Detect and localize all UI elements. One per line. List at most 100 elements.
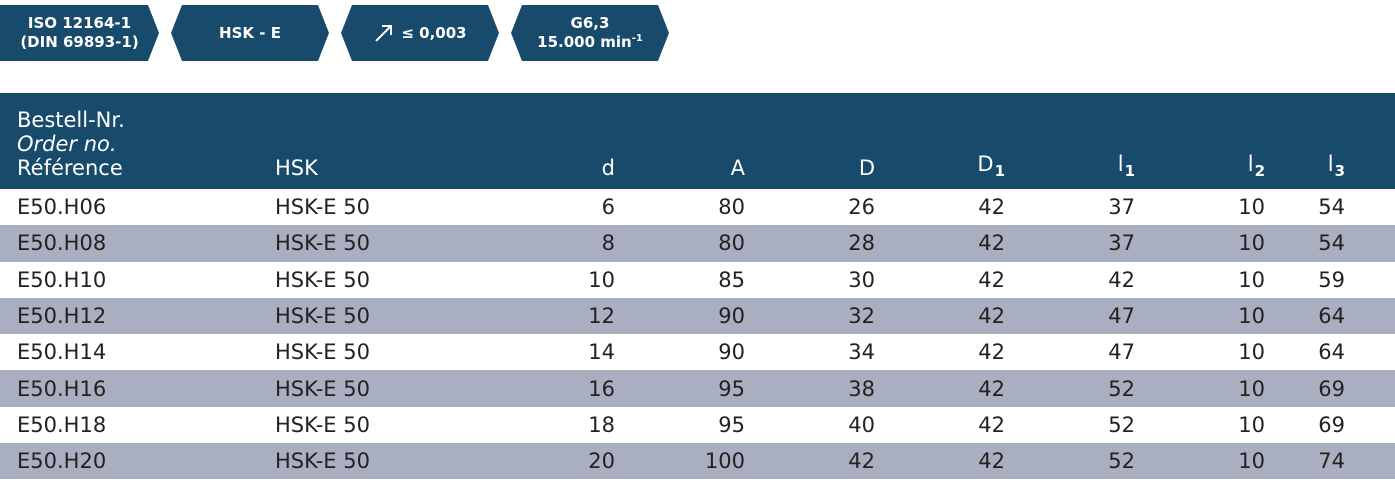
cell-l3: 54 — [1318, 195, 1345, 220]
cell-l3: 54 — [1318, 231, 1345, 256]
cell-order: E50.H12 — [17, 304, 107, 329]
table-row: E50.H06 HSK-E 50 6 80 26 42 37 10 54 — [0, 189, 1395, 225]
header-l3-text: l — [1327, 152, 1334, 176]
standard-badge: ISO 12164-1 (DIN 69893-1) — [0, 5, 159, 61]
cell-d1: 42 — [978, 304, 1005, 329]
cell-big-d: 30 — [848, 267, 875, 292]
header-hsk-text: HSK — [275, 156, 318, 180]
header-d1: D1 — [875, 93, 1005, 189]
cell-l3: 69 — [1318, 376, 1345, 401]
cell-l1: 47 — [1108, 340, 1135, 365]
cell-l2: 10 — [1238, 376, 1265, 401]
cell-a: 85 — [718, 267, 745, 292]
cell-hsk: HSK-E 50 — [275, 412, 370, 437]
cell-big-d: 26 — [848, 195, 875, 220]
cell-order: E50.H06 — [17, 195, 107, 220]
balance-speed-value: 15.000 min — [537, 33, 632, 51]
header-spacer — [1345, 93, 1395, 189]
cell-d: 10 — [588, 267, 615, 292]
table-row: E50.H14 HSK-E 50 14 90 34 42 47 10 64 — [0, 334, 1395, 370]
table-row: E50.H18 HSK-E 50 18 95 40 42 52 10 69 — [0, 407, 1395, 443]
header-a: A — [615, 93, 745, 189]
cell-hsk: HSK-E 50 — [275, 231, 370, 256]
product-table: Bestell-Nr. Order no. Référence HSK d A … — [0, 93, 1395, 480]
header-l2-sub: 2 — [1254, 162, 1265, 180]
cell-d1: 42 — [978, 449, 1005, 474]
header-order-en-text: Order no. — [17, 132, 117, 156]
cell-big-d: 38 — [848, 376, 875, 401]
header-l1-sub: 1 — [1124, 162, 1135, 180]
cell-big-d: 40 — [848, 412, 875, 437]
cell-l2: 10 — [1238, 195, 1265, 220]
interface-label: HSK - E — [219, 23, 281, 42]
header-order-de: Bestell-Nr. — [17, 108, 125, 132]
balance-grade: G6,3 — [570, 14, 610, 32]
cell-order: E50.H10 — [17, 267, 107, 292]
balance-badge: G6,3 15.000 min-1 — [511, 5, 669, 61]
header-big-d: D — [745, 93, 875, 189]
table-header-row: Bestell-Nr. Order no. Référence HSK d A … — [0, 93, 1395, 189]
cell-l3: 59 — [1318, 267, 1345, 292]
cell-order: E50.H20 — [17, 449, 107, 474]
header-l2-text: l — [1247, 152, 1254, 176]
cell-l1: 42 — [1108, 267, 1135, 292]
cell-spacer — [1345, 225, 1395, 261]
cell-d1: 42 — [978, 231, 1005, 256]
table-row: E50.H16 HSK-E 50 16 95 38 42 52 10 69 — [0, 370, 1395, 407]
header-l3-sub: 3 — [1334, 162, 1345, 180]
header-order-no: Bestell-Nr. Order no. Référence — [0, 93, 275, 189]
runout-value: ≤ 0,003 — [401, 23, 467, 42]
cell-hsk: HSK-E 50 — [275, 267, 370, 292]
cell-a: 95 — [718, 376, 745, 401]
cell-a: 100 — [704, 449, 745, 474]
cell-a: 80 — [718, 231, 745, 256]
cell-d1: 42 — [978, 412, 1005, 437]
cell-d: 18 — [588, 412, 615, 437]
table-row: E50.H20 HSK-E 50 20 100 42 42 52 10 74 — [0, 443, 1395, 480]
cell-l3: 69 — [1318, 412, 1345, 437]
cell-d: 6 — [601, 195, 615, 220]
cell-l1: 37 — [1108, 195, 1135, 220]
cell-spacer — [1345, 370, 1395, 406]
cell-l1: 52 — [1108, 376, 1135, 401]
header-big-d-text: D — [858, 156, 875, 180]
cell-d: 12 — [588, 304, 615, 329]
header-d1-sub: 1 — [994, 162, 1005, 180]
header-d-text: d — [601, 156, 615, 180]
header-order-fr: Référence — [17, 156, 123, 180]
spec-badges: ISO 12164-1 (DIN 69893-1) HSK - E ≤ 0,00… — [0, 5, 700, 61]
cell-order: E50.H14 — [17, 340, 107, 365]
balance-speed-exponent: -1 — [631, 33, 643, 44]
cell-order: E50.H16 — [17, 376, 107, 401]
header-l3: l3 — [1265, 93, 1345, 189]
cell-l2: 10 — [1238, 304, 1265, 329]
cell-hsk: HSK-E 50 — [275, 449, 370, 474]
cell-big-d: 28 — [848, 231, 875, 256]
cell-l2: 10 — [1238, 412, 1265, 437]
cell-a: 90 — [718, 304, 745, 329]
cell-a: 90 — [718, 340, 745, 365]
cell-d1: 42 — [978, 195, 1005, 220]
cell-order: E50.H18 — [17, 412, 107, 437]
cell-big-d: 42 — [848, 449, 875, 474]
header-d: d — [475, 93, 615, 189]
cell-big-d: 34 — [848, 340, 875, 365]
header-l2: l2 — [1135, 93, 1265, 189]
cell-l2: 10 — [1238, 267, 1265, 292]
cell-d: 16 — [588, 376, 615, 401]
cell-order: E50.H08 — [17, 231, 107, 256]
cell-big-d: 32 — [848, 304, 875, 329]
cell-l1: 52 — [1108, 412, 1135, 437]
runout-badge: ≤ 0,003 — [341, 5, 499, 61]
cell-d: 20 — [588, 449, 615, 474]
cell-l2: 10 — [1238, 231, 1265, 256]
table-row: E50.H12 HSK-E 50 12 90 32 42 47 10 64 — [0, 297, 1395, 335]
cell-l3: 74 — [1318, 449, 1345, 474]
cell-d1: 42 — [978, 340, 1005, 365]
standard-line-2: (DIN 69893-1) — [20, 33, 139, 51]
cell-d: 14 — [588, 340, 615, 365]
cell-spacer — [1345, 189, 1395, 225]
standard-line-1: ISO 12164-1 — [27, 14, 132, 32]
cell-d: 8 — [601, 231, 615, 256]
cell-l3: 64 — [1318, 340, 1345, 365]
